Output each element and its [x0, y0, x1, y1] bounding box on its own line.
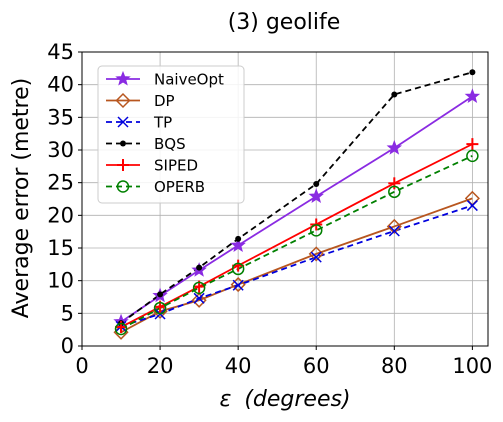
- legend-label: OPERB: [154, 178, 205, 196]
- legend-item-naiveopt: NaiveOpt: [106, 71, 224, 89]
- x-axis-ticks: 0 20 40 60 80 100: [75, 346, 492, 378]
- series-markers: [113, 69, 481, 340]
- y-tick-label: 20: [47, 203, 74, 227]
- data-point-naiveopt: [464, 88, 481, 103]
- y-tick-label: 0: [61, 334, 74, 358]
- data-point-tp: [193, 292, 205, 304]
- data-point-operb: [309, 224, 323, 237]
- data-point-bqs: [235, 235, 242, 242]
- data-point-tp: [466, 200, 478, 212]
- legend-item-siped: SIPED: [106, 157, 198, 175]
- x-tick-label: 100: [452, 354, 492, 378]
- x-tick-label: 80: [381, 354, 408, 378]
- data-point-operb: [388, 185, 401, 199]
- data-point-dp: [191, 292, 207, 308]
- data-point-bqs: [157, 291, 164, 298]
- y-tick-label: 45: [47, 40, 74, 64]
- data-point-siped: [466, 138, 479, 151]
- series-line-dp: [120, 197, 473, 334]
- legend-marker: [115, 92, 131, 109]
- data-point-dp: [386, 218, 402, 235]
- data-point-bqs: [196, 264, 203, 271]
- legend-label: DP: [154, 92, 175, 110]
- data-point-bqs: [391, 91, 398, 98]
- legend-item-dp: DP: [106, 92, 175, 110]
- y-axis-ticks: 0 5 10 15 20 25 30 35 40 45: [47, 40, 82, 358]
- data-point-dp: [308, 246, 324, 262]
- legend-item-bqs: BQS: [106, 135, 186, 153]
- data-point-siped: [388, 177, 401, 190]
- legend-marker: [116, 180, 130, 193]
- y-tick-label: 35: [47, 105, 74, 129]
- data-point-tp: [310, 251, 322, 263]
- legend-label: SIPED: [154, 157, 198, 175]
- data-point-operb: [114, 322, 128, 336]
- legend-marker: [117, 159, 129, 171]
- legend: NaiveOpt DP TP BQS SIPED OPERB: [97, 65, 245, 204]
- legend-marker: [117, 116, 129, 128]
- x-tick-label: 40: [225, 354, 252, 378]
- x-tick-label: 0: [75, 354, 88, 378]
- data-point-bqs: [469, 69, 476, 76]
- data-point-operb: [231, 262, 245, 276]
- y-tick-label: 15: [47, 236, 74, 260]
- legend-label: NaiveOpt: [154, 71, 224, 89]
- x-axis-symbol: ε: [219, 387, 231, 412]
- data-point-tp: [232, 279, 244, 291]
- y-tick-label: 25: [47, 171, 74, 195]
- legend-marker: [120, 140, 126, 147]
- data-point-operb: [153, 301, 167, 315]
- data-point-operb: [466, 149, 479, 163]
- y-tick-label: 5: [61, 301, 74, 325]
- plot-frame: [81, 51, 489, 347]
- series-line-tp: [120, 204, 473, 328]
- data-point-dp: [230, 277, 246, 293]
- data-point-naiveopt: [230, 237, 246, 252]
- x-axis-title: ε (degrees): [219, 387, 350, 412]
- y-tick-label: 40: [47, 73, 74, 97]
- data-point-bqs: [313, 180, 320, 187]
- data-point-tp: [388, 225, 400, 237]
- legend-label: BQS: [154, 135, 186, 153]
- legend-marker: [115, 70, 131, 86]
- x-tick-label: 60: [303, 354, 330, 378]
- chart-title: (3) geolife: [228, 10, 341, 35]
- x-axis-unit: (degrees): [244, 387, 350, 412]
- legend-item-tp: TP: [106, 114, 172, 132]
- y-tick-label: 30: [47, 138, 74, 162]
- y-tick-label: 10: [47, 269, 74, 293]
- legend-item-operb: OPERB: [106, 178, 205, 196]
- data-point-naiveopt: [308, 188, 324, 203]
- legend-label: TP: [153, 114, 172, 132]
- x-tick-label: 20: [147, 354, 174, 378]
- y-axis-title: Average error (metre): [9, 78, 34, 318]
- data-point-operb: [192, 281, 206, 295]
- data-point-naiveopt: [386, 139, 403, 155]
